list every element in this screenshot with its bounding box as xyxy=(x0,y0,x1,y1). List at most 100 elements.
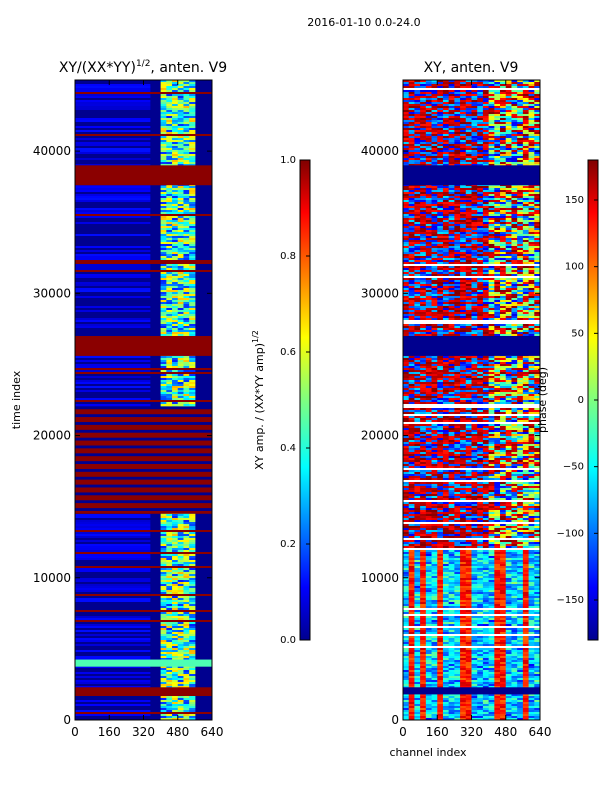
left-heatmap-cell xyxy=(172,196,179,198)
right-heatmap-cell xyxy=(494,202,501,204)
right-heatmap-cell xyxy=(425,248,432,250)
right-heatmap-cell xyxy=(471,188,478,190)
right-heatmap-cell xyxy=(517,126,524,128)
right-heatmap-cell xyxy=(477,92,484,94)
left-heatmap-cell xyxy=(75,382,151,384)
right-heatmap-cell xyxy=(414,84,421,86)
right-heatmap-cell xyxy=(448,282,455,284)
right-heatmap-cell xyxy=(454,98,461,100)
right-heatmap-cell xyxy=(431,242,438,244)
right-heatmap-cell xyxy=(460,294,467,296)
right-heatmap-cell xyxy=(471,144,478,146)
right-heatmap-cell xyxy=(488,188,495,190)
right-heatmap-cell xyxy=(482,86,489,88)
left-heatmap-cell xyxy=(75,548,151,550)
left-heatmap-cell xyxy=(183,360,190,362)
right-heatmap-cell xyxy=(477,304,484,306)
left-heatmap-cell xyxy=(160,548,167,550)
right-heatmap-cell xyxy=(505,220,512,222)
right-heatmap-cell xyxy=(454,216,461,218)
left-heatmap-cell xyxy=(189,534,196,536)
right-heatmap-cell xyxy=(494,310,501,312)
left-flagged-row xyxy=(75,270,212,272)
left-heatmap-cell xyxy=(189,198,196,200)
right-heatmap-cell xyxy=(465,234,472,236)
left-heatmap-cell xyxy=(177,518,184,520)
right-heatmap-cell xyxy=(500,194,507,196)
left-heatmap-cell xyxy=(172,590,179,592)
right-heatmap-cell xyxy=(482,186,489,188)
right-heatmap-cell xyxy=(534,120,540,122)
right-heatmap-cell xyxy=(442,102,449,104)
left-heatmap-cell xyxy=(166,80,173,82)
right-heatmap-cell xyxy=(465,238,472,240)
right-heatmap-cell xyxy=(500,120,507,122)
left-heatmap-cell xyxy=(160,646,167,648)
left-heatmap-cell xyxy=(166,306,173,308)
right-heatmap-cell xyxy=(454,192,461,194)
right-heatmap-cell xyxy=(522,302,529,304)
right-heatmap-cell xyxy=(448,252,455,254)
right-heatmap-cell xyxy=(465,250,472,252)
right-heatmap-cell xyxy=(482,252,489,254)
left-heatmap-cell xyxy=(172,382,179,384)
right-heatmap-cell xyxy=(494,192,501,194)
right-heatmap-cell xyxy=(471,90,478,92)
right-heatmap-cell xyxy=(528,106,535,108)
right-heatmap-cell xyxy=(494,152,501,154)
right-heatmap-cell xyxy=(522,112,529,114)
left-heatmap-cell xyxy=(177,658,184,660)
right-heatmap-cell xyxy=(425,254,432,256)
left-heatmap-cell xyxy=(160,302,167,304)
right-heatmap-cell xyxy=(522,290,529,292)
right-heatmap-cell xyxy=(442,284,449,286)
left-heatmap-cell xyxy=(160,634,167,636)
right-heatmap-cell xyxy=(528,122,535,124)
left-heatmap-cell xyxy=(183,550,190,552)
left-heatmap-cell xyxy=(183,284,190,286)
left-heatmap-cell xyxy=(160,250,167,252)
right-heatmap-cell xyxy=(448,260,455,262)
right-heatmap-cell xyxy=(482,220,489,222)
right-heatmap-cell xyxy=(488,92,495,94)
right-heatmap-cell xyxy=(454,256,461,258)
left-heatmap-cell xyxy=(160,396,167,398)
right-heatmap-cell xyxy=(488,162,495,164)
left-heatmap-feature xyxy=(75,659,212,667)
left-heatmap-cell xyxy=(189,586,196,588)
right-heatmap-cell xyxy=(505,278,512,280)
left-heatmap-cell xyxy=(172,248,179,250)
right-heatmap-cell xyxy=(488,208,495,210)
right-heatmap-cell xyxy=(522,142,529,144)
right-heatmap-cell xyxy=(437,140,444,142)
left-heatmap-cell xyxy=(75,568,151,570)
left-heatmap-cell xyxy=(177,686,184,688)
right-heatmap-cell xyxy=(431,108,438,110)
right-heatmap-cell xyxy=(437,94,444,96)
right-heatmap-cell xyxy=(420,228,427,230)
left-heatmap-cell xyxy=(189,590,196,592)
left-heatmap-cell xyxy=(160,710,167,712)
right-heatmap-cell xyxy=(517,300,524,302)
right-heatmap-cell xyxy=(511,106,518,108)
right-heatmap-cell xyxy=(408,236,415,238)
right-heatmap-cell xyxy=(471,114,478,116)
left-heatmap-cell xyxy=(177,106,184,108)
left-heatmap-cell xyxy=(177,678,184,680)
right-heatmap-cell xyxy=(442,150,449,152)
left-heatmap-cell xyxy=(183,314,190,316)
right-heatmap-cell xyxy=(517,96,524,98)
right-heatmap-cell xyxy=(500,80,507,82)
left-heatmap-cell xyxy=(166,376,173,378)
right-heatmap-cell xyxy=(534,242,540,244)
right-heatmap-cell xyxy=(528,258,535,260)
right-heatmap-cell xyxy=(522,108,529,110)
right-heatmap-cell xyxy=(403,298,410,300)
left-heatmap-cell xyxy=(75,88,151,90)
left-heatmap-cell xyxy=(189,200,196,202)
left-heatmap-cell xyxy=(189,220,196,222)
left-heatmap-cell xyxy=(177,138,184,140)
left-heatmap-cell xyxy=(183,696,190,698)
left-heatmap-cell xyxy=(183,538,190,540)
right-heatmap-cell xyxy=(448,100,455,102)
